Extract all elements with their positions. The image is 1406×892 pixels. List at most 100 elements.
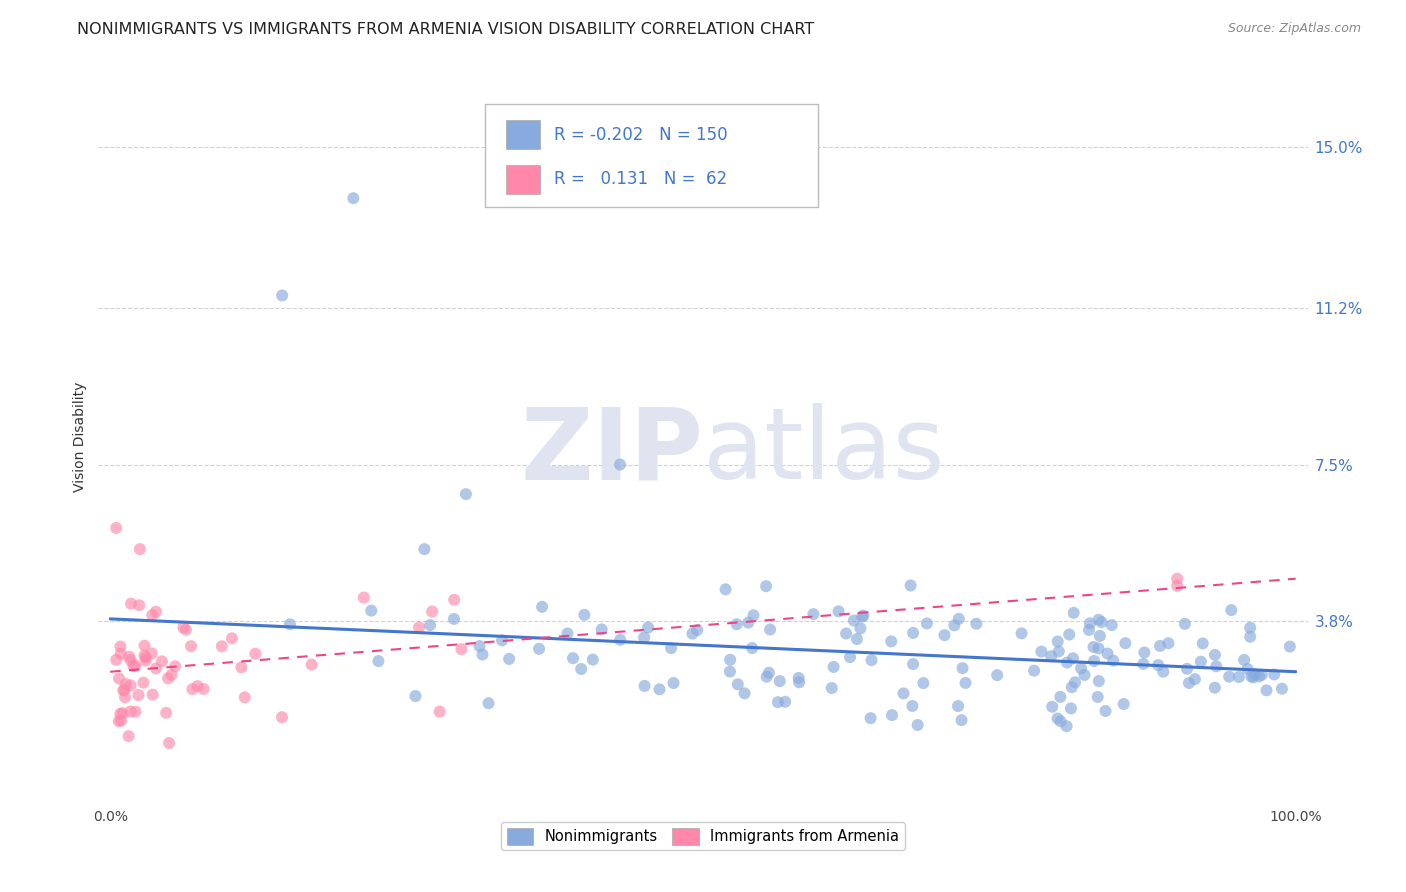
Point [360, 604, 382, 618]
Point [737, 615, 759, 630]
Point [755, 670, 778, 684]
Point [118, 649, 141, 664]
Point [1250, 667, 1272, 681]
Point [901, 698, 924, 713]
Point [759, 623, 782, 637]
Point [574, 607, 596, 622]
Point [105, 521, 128, 535]
Point [128, 599, 150, 613]
Point [1078, 623, 1101, 637]
Point [915, 616, 938, 631]
Point [112, 682, 135, 697]
Point [912, 676, 935, 690]
Point [181, 682, 204, 697]
Point [851, 609, 873, 624]
Point [301, 657, 323, 672]
Point [827, 604, 849, 618]
Point [1241, 670, 1264, 684]
Point [134, 648, 156, 663]
Point [120, 678, 142, 692]
Point [787, 671, 810, 685]
Point [1204, 681, 1226, 695]
Point [193, 681, 215, 696]
Point [527, 641, 550, 656]
Point [531, 599, 554, 614]
Point [880, 634, 903, 648]
Point [659, 641, 682, 656]
Point [1184, 672, 1206, 686]
Point [849, 621, 872, 635]
FancyBboxPatch shape [506, 120, 540, 149]
Point [110, 640, 132, 654]
Point [1088, 674, 1111, 689]
Point [1191, 636, 1213, 650]
Point [105, 653, 128, 667]
Point [1062, 651, 1084, 665]
Text: atlas: atlas [703, 403, 945, 500]
Point [110, 714, 132, 728]
Point [443, 612, 465, 626]
Y-axis label: Vision Disability: Vision Disability [73, 382, 87, 492]
Point [609, 458, 631, 472]
Point [1031, 644, 1053, 658]
Point [1220, 603, 1243, 617]
Point [1087, 641, 1109, 656]
Point [471, 648, 494, 662]
Point [1064, 675, 1087, 690]
FancyBboxPatch shape [485, 104, 818, 207]
Point [1133, 646, 1156, 660]
Point [157, 736, 180, 750]
Point [943, 618, 966, 632]
Text: R =   0.131   N =  62: R = 0.131 N = 62 [554, 170, 727, 188]
Point [141, 608, 163, 623]
Point [117, 729, 139, 743]
Point [609, 632, 631, 647]
Point [211, 640, 233, 654]
Point [186, 679, 208, 693]
Point [429, 705, 451, 719]
Point [1083, 654, 1105, 668]
Point [839, 650, 862, 665]
Point [135, 650, 157, 665]
Point [124, 658, 146, 673]
Point [1078, 616, 1101, 631]
Point [145, 605, 167, 619]
Point [1189, 655, 1212, 669]
Point [1063, 606, 1085, 620]
Point [1049, 714, 1071, 729]
Point [124, 705, 146, 719]
Point [965, 616, 987, 631]
Point [823, 660, 845, 674]
Point [498, 652, 520, 666]
Point [1278, 640, 1301, 654]
Point [174, 623, 197, 637]
Point [1149, 639, 1171, 653]
Point [986, 668, 1008, 682]
Point [111, 706, 134, 721]
Point [450, 642, 472, 657]
Point [773, 695, 796, 709]
Point [454, 487, 477, 501]
Point [901, 657, 924, 671]
Point [120, 653, 142, 667]
Point [952, 661, 974, 675]
Point [1157, 636, 1180, 650]
Point [637, 620, 659, 634]
Point [443, 592, 465, 607]
Point [1239, 630, 1261, 644]
Point [1174, 616, 1197, 631]
Point [1236, 662, 1258, 676]
Point [1256, 683, 1278, 698]
Point [787, 675, 810, 690]
Point [122, 659, 145, 673]
Point [842, 614, 865, 628]
Point [1204, 648, 1226, 662]
Point [231, 660, 253, 674]
Text: Source: ZipAtlas.com: Source: ZipAtlas.com [1227, 22, 1361, 36]
Point [1166, 572, 1188, 586]
Text: R = -0.202   N = 150: R = -0.202 N = 150 [554, 126, 728, 144]
Point [1022, 664, 1045, 678]
Point [468, 639, 491, 653]
Point [1040, 699, 1063, 714]
Point [727, 677, 749, 691]
